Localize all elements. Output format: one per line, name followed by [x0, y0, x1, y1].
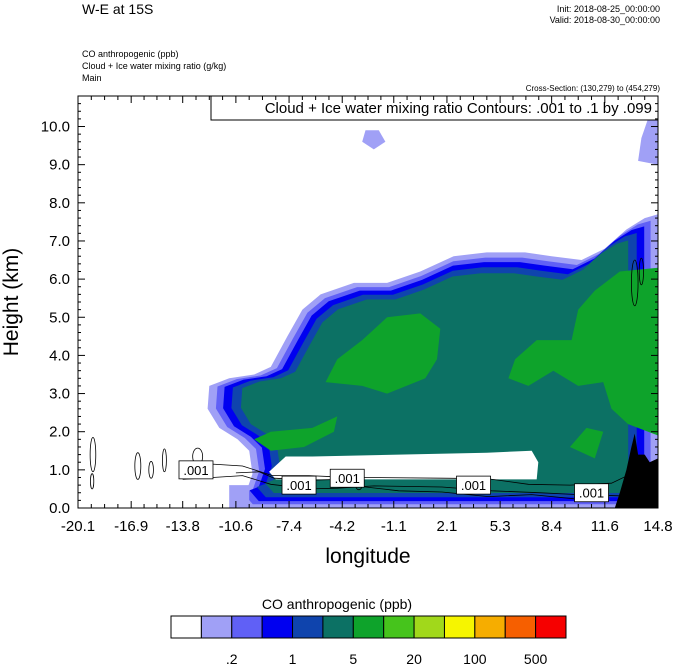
- chart-title: W-E at 15S: [82, 1, 154, 17]
- contour-info-text: Cloud + Ice water mixing ratio Contours:…: [265, 100, 652, 117]
- x-tick-label: 11.6: [591, 518, 619, 535]
- colorbar-swatch-4: [292, 615, 324, 639]
- colorbar-swatch-3: [261, 615, 294, 639]
- co-surface-patch-left: [229, 485, 250, 508]
- valid-time: Valid: 2018-08-30_00:00:00: [549, 15, 660, 25]
- x-tick-label: 8.4: [541, 518, 562, 535]
- contour-label-1: .001: [286, 478, 311, 493]
- colorbar-swatch-9: [443, 615, 476, 639]
- y-tick-label: 1.0: [49, 462, 70, 479]
- x-tick-label: 5.3: [490, 518, 511, 535]
- x-axis: -20.1 -16.9 -13.8 -10.6 -7.4 -4.2 -1.1 2.1 5.3 8.…: [61, 96, 673, 535]
- y-tick-label: 10.0: [41, 119, 70, 136]
- co-level-10-core-2: [508, 267, 658, 436]
- y-tick-label: 4.0: [49, 347, 70, 364]
- cloud-contour-ellipse-5: [148, 461, 154, 479]
- colorbar-swatch-12: [535, 615, 567, 639]
- colorbar-swatch-10: [474, 615, 506, 639]
- x-tick-label: 2.1: [437, 518, 458, 535]
- terrain-mountain: [614, 433, 658, 508]
- y-tick-label: 8.0: [49, 195, 70, 212]
- co-upper-patch-3: [638, 115, 658, 165]
- contour-labels: .001 .001 .001 .001 .001: [178, 460, 609, 503]
- x-axis-title: longitude: [325, 545, 410, 568]
- contour-label-box-0: [178, 460, 214, 480]
- colorbar-swatch-6: [352, 615, 385, 639]
- colorbar-swatch-5: [322, 615, 354, 639]
- colorbar-swatch-7: [383, 615, 415, 639]
- cloud-contour-top: [179, 463, 632, 486]
- contour-info-box: Cloud + Ice water mixing ratio Contours:…: [210, 95, 659, 121]
- x-tick-label: -10.6: [219, 518, 253, 535]
- colorbar-label-0: .2: [226, 651, 238, 667]
- co-upper-patch-2: [362, 130, 386, 150]
- y-tick-label: 6.0: [49, 271, 70, 288]
- colorbar: .2 1 5 20 100 500: [170, 615, 567, 667]
- cloud-contour-ellipse-1: [90, 473, 95, 490]
- y-tick-label: 0.0: [49, 500, 70, 517]
- x-tick-label: 14.8: [643, 518, 672, 535]
- contour-label-0: .001: [183, 463, 208, 478]
- cloud-contour-low: [235, 471, 579, 500]
- x-tick-label: -13.8: [166, 518, 200, 535]
- cloud-contour-ellipse-7: [638, 257, 644, 286]
- co-level-10-core-0: [325, 313, 441, 394]
- colorbar-swatch-8: [413, 615, 445, 639]
- x-tick-label: -16.9: [114, 518, 148, 535]
- co-level-10-core-3: [569, 427, 604, 459]
- init-time: Init: 2018-08-25_00:00:00: [556, 4, 660, 14]
- contour-label-4: .001: [579, 486, 604, 501]
- colorbar-label-1: 1: [289, 651, 297, 667]
- co-level-5: [240, 240, 629, 493]
- colorbar-swatch-11: [504, 615, 537, 639]
- x-tick-label: -4.2: [329, 518, 355, 535]
- y-tick-label: 7.0: [49, 233, 70, 250]
- cross-section-label: Cross-Section: (130,279) to (454,279): [525, 84, 660, 93]
- y-tick-label: 2.0: [49, 424, 70, 441]
- cloud-contour-ellipse-0: [89, 437, 97, 473]
- y-tick-label: 3.0: [49, 386, 70, 403]
- y-axis: 0.0 1.0 2.0 3.0 4.0 5.0 6.0 7.0 8.0 9.0 10.0: [41, 95, 658, 517]
- colorbar-swatch-0: [170, 615, 202, 639]
- y-axis-title: Height (km): [0, 248, 23, 357]
- cloud-contour-ellipse-3: [162, 448, 167, 473]
- colorbar-swatch-2: [231, 615, 263, 639]
- colorbar-label-5: 500: [524, 651, 548, 667]
- contour-label-box-2: [329, 468, 365, 488]
- colorbar-label-3: 20: [406, 651, 422, 667]
- colorbar-label-2: 5: [349, 651, 357, 667]
- contour-label-box-3: [456, 475, 491, 495]
- cloud-contour-ellipse-2: [134, 452, 142, 480]
- terrain: [614, 433, 658, 508]
- x-tick-label: -1.1: [381, 518, 407, 535]
- y-tick-label: 5.0: [49, 309, 70, 326]
- x-tick-label: -7.4: [276, 518, 302, 535]
- field-line-cloud: Cloud + Ice water mixing ratio (g/kg): [82, 61, 227, 71]
- contour-label-2: .001: [335, 471, 360, 486]
- y-tick-label: 9.0: [49, 157, 70, 174]
- co-field: [207, 96, 658, 509]
- contour-label-box-4: [574, 483, 609, 503]
- x-tick-label: -20.1: [61, 518, 95, 535]
- contour-label-3: .001: [461, 478, 486, 493]
- colorbar-swatch-1: [200, 615, 233, 639]
- colorbar-title: CO anthropogenic (ppb): [261, 596, 413, 612]
- contour-label-box-1: [281, 475, 317, 495]
- field-line-main: Main: [82, 73, 102, 83]
- co-level-10-core-1: [254, 416, 338, 451]
- field-line-co: CO anthropogenic (ppb): [82, 49, 179, 59]
- colorbar-label-4: 100: [463, 651, 487, 667]
- cloud-contour-ellipse-6: [631, 259, 639, 307]
